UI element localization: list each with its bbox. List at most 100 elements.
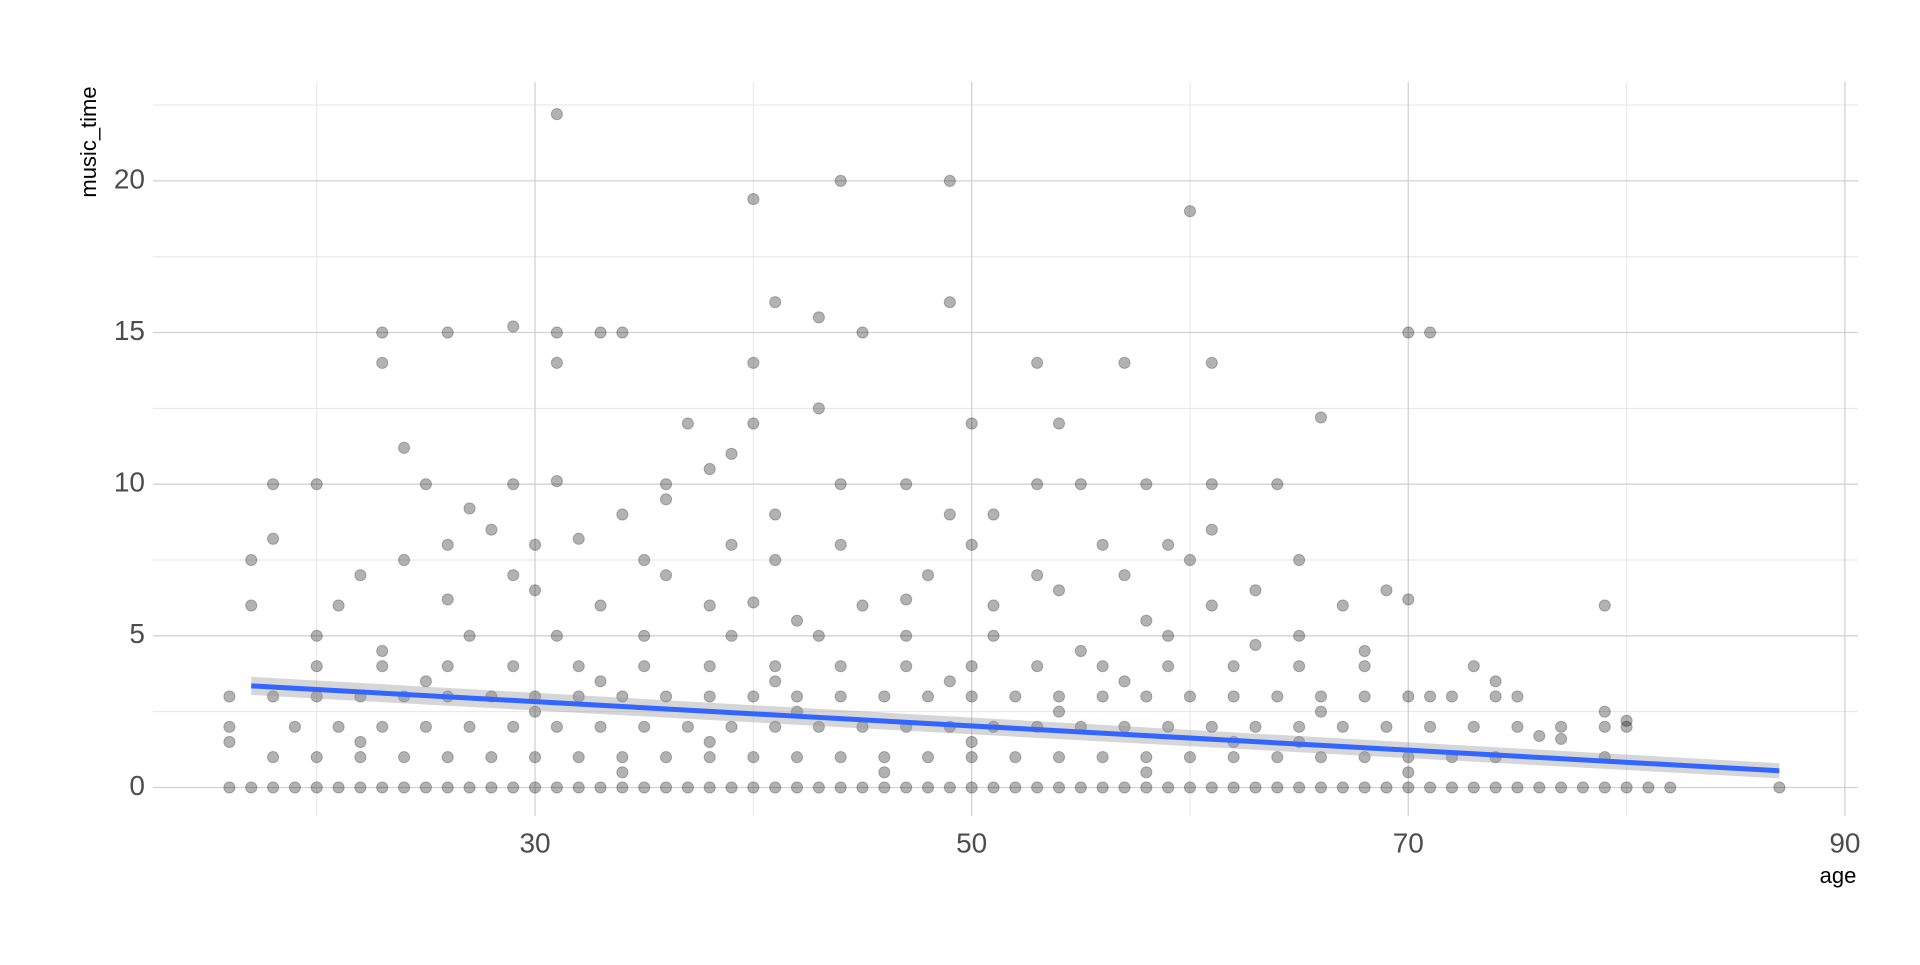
point	[900, 593, 913, 606]
point	[485, 523, 498, 536]
point	[965, 781, 978, 794]
point	[1293, 660, 1306, 673]
point	[1162, 629, 1175, 642]
point	[463, 781, 476, 794]
point	[245, 553, 258, 567]
point	[681, 720, 694, 733]
point	[943, 781, 956, 794]
point	[1009, 751, 1022, 764]
point	[725, 538, 738, 551]
point	[266, 781, 280, 794]
point	[1205, 523, 1218, 536]
point	[790, 614, 804, 627]
point	[900, 660, 913, 673]
point	[965, 735, 978, 749]
point	[376, 720, 389, 733]
point	[332, 781, 345, 794]
point	[1227, 660, 1240, 673]
point	[1052, 705, 1066, 718]
point	[878, 690, 891, 703]
point	[703, 599, 716, 612]
y-tick-label: 5	[129, 618, 145, 649]
point	[572, 532, 585, 545]
point	[1183, 690, 1197, 703]
point	[1576, 781, 1590, 794]
point	[528, 584, 542, 597]
point	[900, 478, 913, 491]
point	[1009, 690, 1022, 703]
point	[747, 781, 760, 794]
point	[528, 705, 542, 718]
point	[1336, 781, 1349, 794]
point	[310, 478, 323, 491]
x-tick-label: 30	[519, 827, 550, 858]
point	[550, 475, 563, 488]
point	[769, 660, 782, 673]
point	[725, 447, 738, 460]
point	[659, 751, 673, 764]
y-tick-label: 20	[114, 163, 145, 194]
point	[769, 781, 782, 794]
point	[1511, 690, 1524, 703]
point	[1140, 751, 1153, 764]
point	[397, 781, 411, 794]
point	[812, 781, 825, 794]
point	[245, 599, 258, 612]
point	[921, 781, 935, 794]
y-tick-label: 10	[114, 467, 145, 498]
point	[507, 478, 520, 491]
point	[528, 538, 542, 551]
point	[441, 538, 454, 551]
point	[703, 781, 716, 794]
point	[266, 690, 280, 703]
point	[1293, 720, 1306, 733]
point	[987, 629, 1000, 642]
point	[1271, 690, 1284, 703]
point	[616, 781, 629, 794]
point	[419, 781, 432, 794]
point	[441, 660, 454, 673]
point	[1052, 584, 1066, 597]
point	[419, 478, 432, 491]
point	[1424, 781, 1437, 794]
point	[616, 751, 629, 764]
point	[572, 660, 585, 673]
point	[354, 781, 367, 794]
point	[703, 462, 716, 476]
point	[725, 781, 738, 794]
point	[1031, 356, 1044, 369]
point	[1314, 781, 1328, 794]
fit	[251, 676, 1780, 779]
point	[1031, 781, 1044, 794]
point	[659, 478, 673, 491]
point	[1489, 675, 1502, 688]
point	[419, 675, 432, 688]
point	[834, 174, 847, 187]
point	[1031, 478, 1044, 491]
point	[681, 417, 694, 430]
point	[507, 660, 520, 673]
point	[769, 720, 782, 733]
point	[550, 356, 563, 369]
point	[1118, 675, 1131, 688]
point	[1183, 553, 1197, 567]
point	[703, 751, 716, 764]
point	[1554, 732, 1568, 746]
point	[594, 675, 607, 688]
point	[1336, 720, 1349, 733]
point	[1096, 690, 1109, 703]
point	[550, 108, 563, 121]
point	[812, 311, 825, 324]
point	[485, 751, 498, 764]
point	[725, 720, 738, 733]
point	[1293, 629, 1306, 642]
point	[834, 538, 847, 551]
point	[310, 660, 323, 673]
point	[812, 629, 825, 642]
point	[463, 720, 476, 733]
point	[1052, 781, 1066, 794]
point	[528, 781, 542, 794]
point	[878, 766, 891, 779]
point	[1293, 781, 1306, 794]
x-tick-label: 50	[956, 827, 987, 858]
